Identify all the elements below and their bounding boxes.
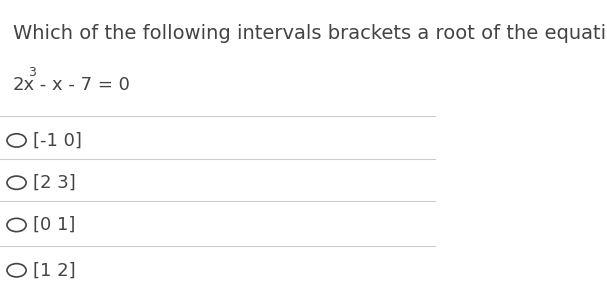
- Text: [2 3]: [2 3]: [33, 174, 75, 192]
- Text: - x - 7 = 0: - x - 7 = 0: [35, 76, 131, 94]
- Text: [1 2]: [1 2]: [33, 261, 75, 279]
- Text: 3: 3: [29, 66, 36, 79]
- Text: [-1 0]: [-1 0]: [33, 131, 81, 149]
- Text: 2x: 2x: [13, 76, 35, 94]
- Text: [0 1]: [0 1]: [33, 216, 75, 234]
- Text: Which of the following intervals brackets a root of the equation?: Which of the following intervals bracket…: [13, 24, 607, 43]
